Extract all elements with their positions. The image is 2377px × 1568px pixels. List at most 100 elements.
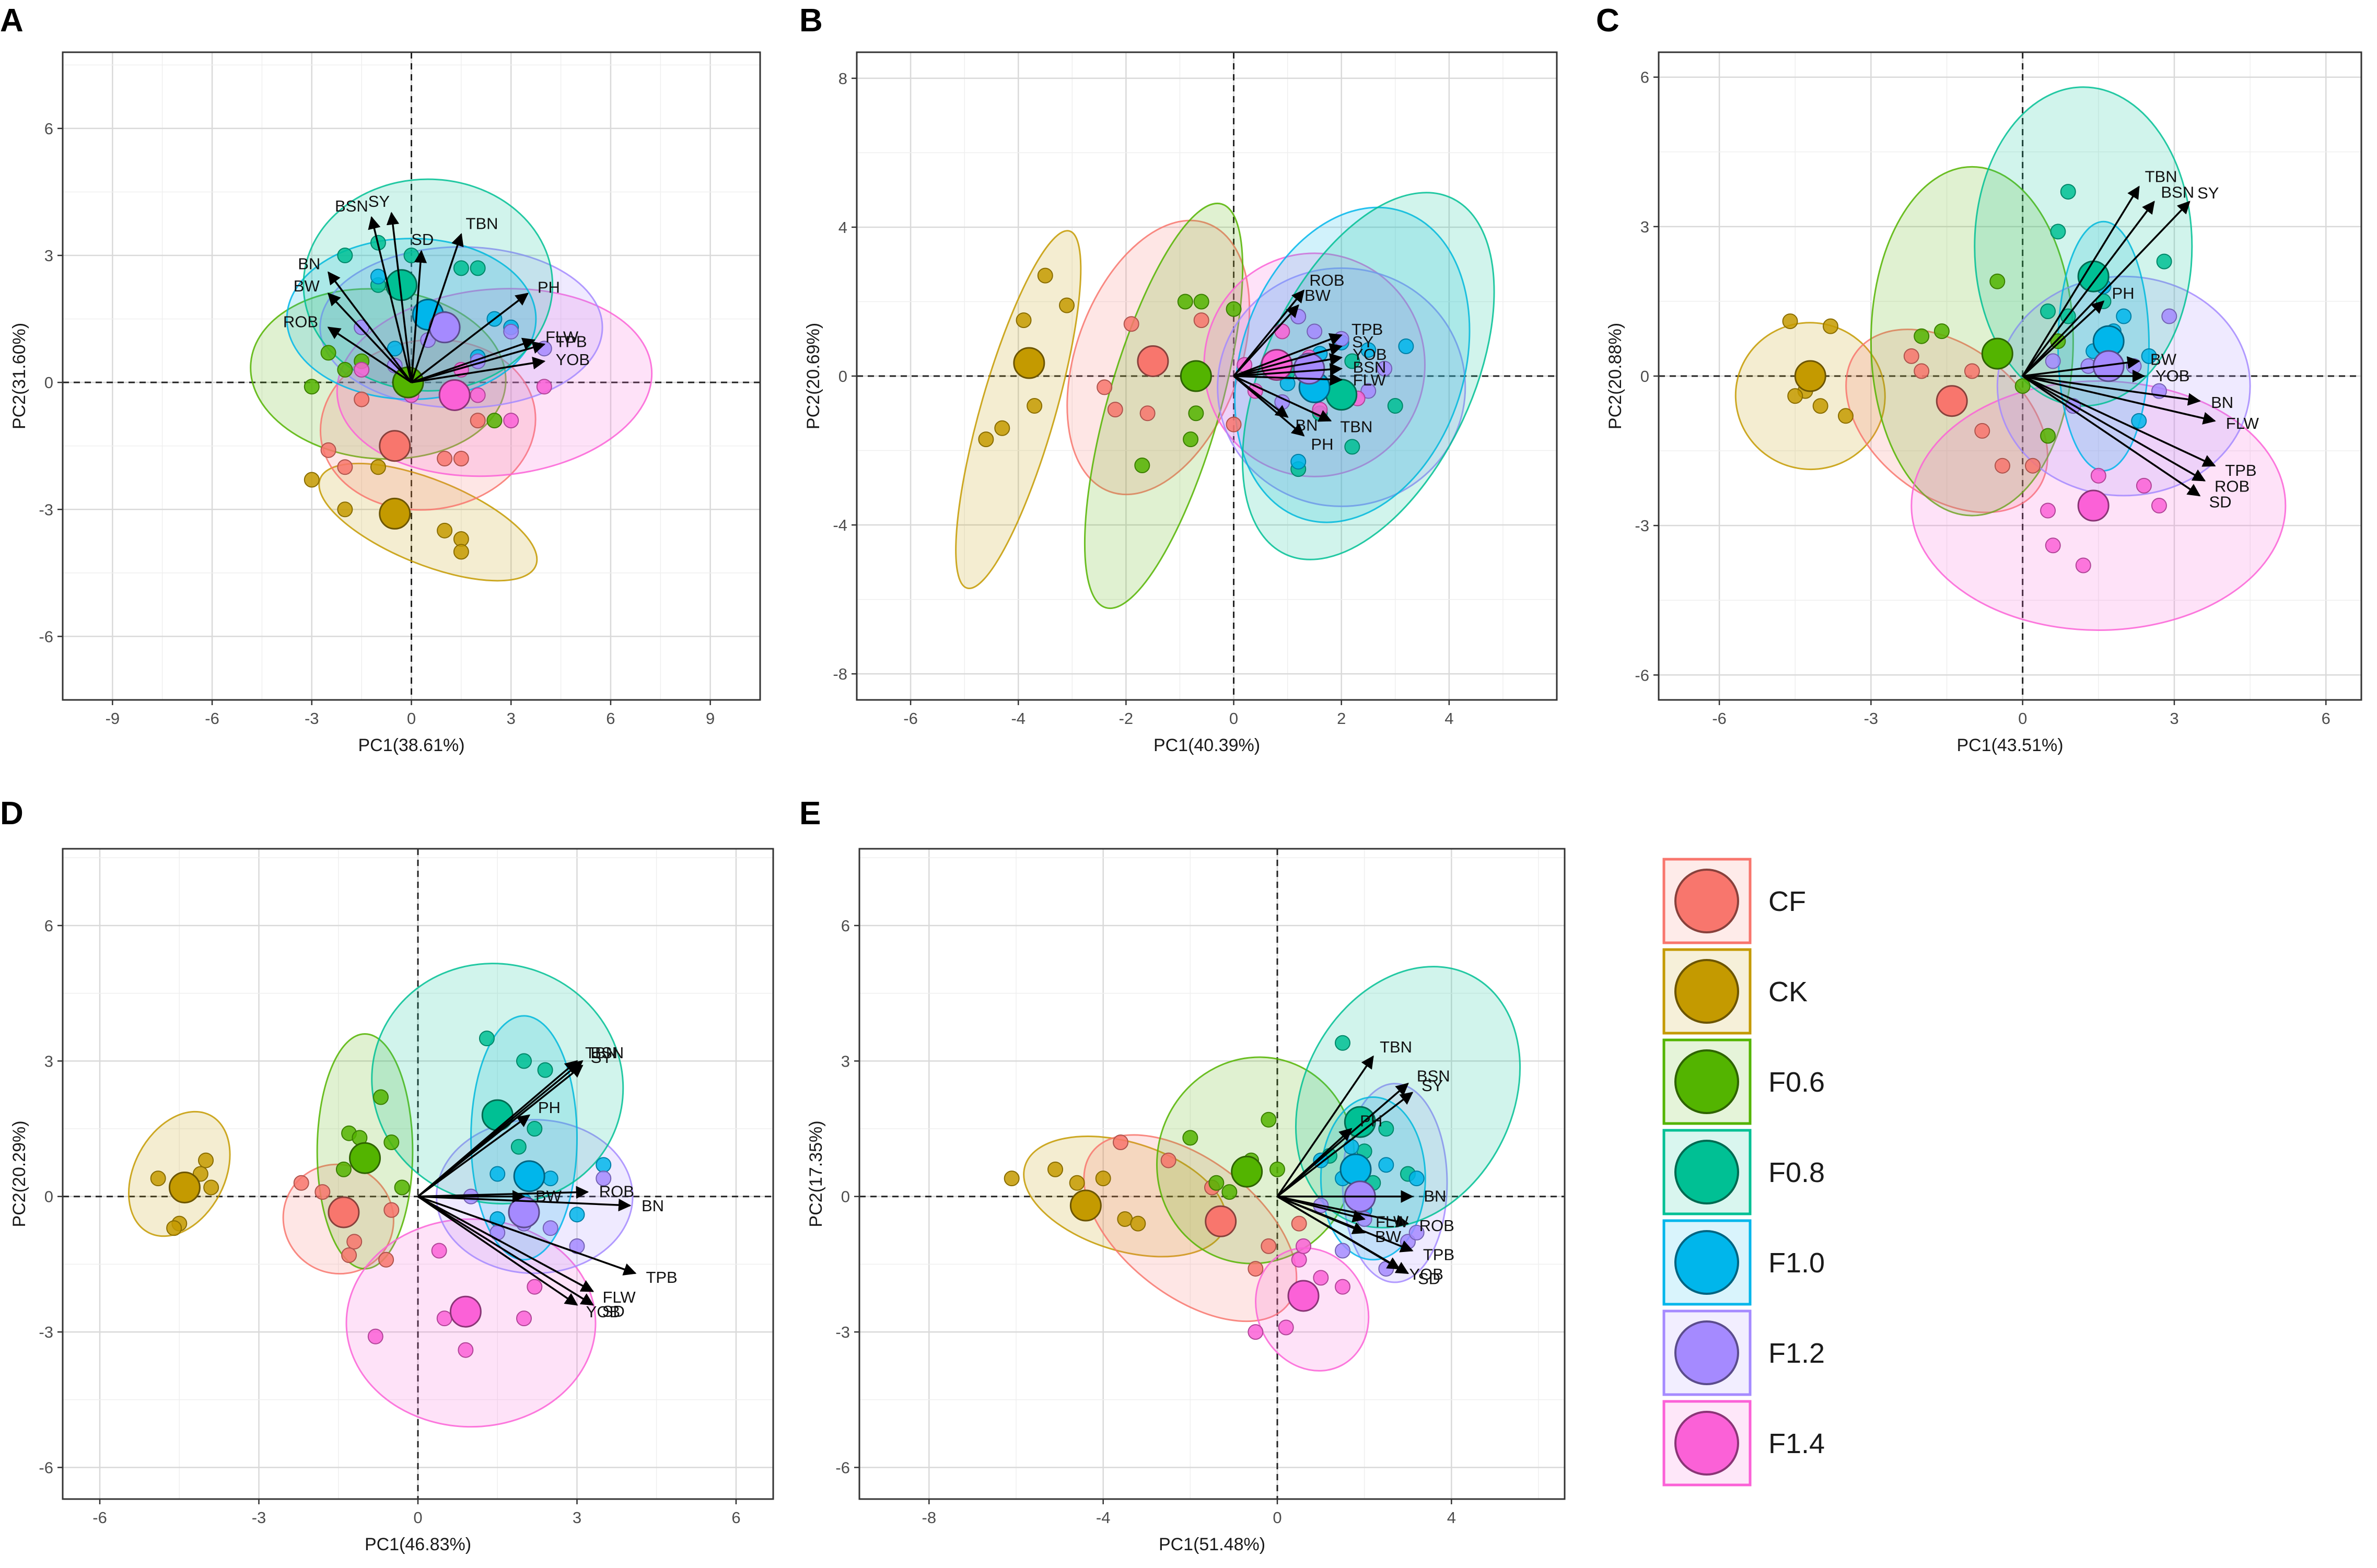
legend-label: CK — [1768, 976, 1808, 1008]
point-ck — [337, 501, 353, 518]
point-f1-0 — [1290, 453, 1307, 470]
point-f1-4 — [431, 1243, 447, 1259]
point-f1-4 — [1291, 1251, 1307, 1268]
loading-label-bsn: BSN — [2161, 183, 2194, 201]
point-ck — [1822, 318, 1838, 334]
point-f0-6 — [394, 1179, 410, 1196]
point-f1-4 — [2151, 498, 2167, 513]
point-cf — [341, 1247, 357, 1263]
loading-arrow-yob — [417, 1196, 578, 1306]
point-cf — [1193, 312, 1209, 329]
point-ck — [166, 1220, 182, 1236]
point-f0-6 — [1933, 323, 1950, 340]
y-tick-label: 6 — [841, 917, 850, 935]
point-f1-0 — [596, 1157, 612, 1173]
x-tick-label: 4 — [1444, 709, 1453, 728]
loading-arrow-sy — [1276, 1092, 1414, 1198]
x-tick-label: -3 — [1864, 709, 1879, 728]
point-f0-6 — [1226, 301, 1242, 317]
point-f1-2 — [1307, 323, 1323, 340]
loading-arrow-flw — [1277, 1196, 1366, 1223]
y-tick-label: 3 — [841, 1052, 850, 1070]
y-tick-label: -3 — [39, 500, 53, 519]
point-cf — [354, 391, 370, 407]
x-axis-title: PC1(46.83%) — [365, 1535, 471, 1554]
point-cf — [293, 1175, 309, 1191]
point-cf — [320, 442, 336, 458]
loading-arrow-bn — [328, 271, 412, 383]
legend-label: F0.6 — [1768, 1067, 1825, 1098]
loading-label-tpb: TPB — [1351, 320, 1383, 338]
legend-key-circle — [1674, 1230, 1739, 1295]
point-ck — [304, 472, 320, 488]
loading-label-sd: SD — [602, 1302, 625, 1320]
point-f1-4 — [470, 387, 486, 403]
x-tick-label: 3 — [507, 709, 516, 728]
loading-arrow-tpb — [2022, 375, 2216, 467]
point-ck — [1787, 388, 1803, 404]
centroid-f1-0 — [1339, 1153, 1372, 1186]
centroid-f0-6 — [1231, 1155, 1263, 1188]
loading-label-bn: BN — [2211, 393, 2233, 412]
y-tick-label: 4 — [838, 218, 847, 237]
legend-label: F1.4 — [1768, 1428, 1825, 1459]
point-f0-8 — [470, 260, 486, 276]
point-ck — [1130, 1215, 1146, 1232]
loading-label-ph: PH — [538, 1098, 561, 1117]
loading-label-bn: BN — [642, 1197, 664, 1215]
loading-arrow-rob — [327, 326, 412, 383]
point-f1-4 — [516, 1310, 532, 1327]
point-cf — [1123, 316, 1139, 332]
x-tick-label: -6 — [903, 709, 918, 728]
point-ck — [1004, 1171, 1020, 1187]
x-tick-label: 4 — [1447, 1508, 1456, 1527]
point-f1-0 — [2116, 308, 2132, 324]
point-f1-2 — [2161, 308, 2177, 324]
centroid-f0-6 — [1981, 337, 2013, 370]
legend-item-f0-8: F0.8 — [1662, 1129, 1825, 1215]
centroid-f0-8 — [1325, 379, 1358, 411]
point-f0-6 — [1188, 405, 1204, 422]
point-ck — [1059, 297, 1075, 313]
loading-label-yob: YOB — [586, 1303, 620, 1321]
ellipse-ck — [955, 230, 1082, 590]
point-cf — [314, 1184, 331, 1200]
y-tick-label: 0 — [1640, 367, 1649, 385]
point-f1-4 — [367, 1328, 383, 1344]
point-f0-8 — [510, 1139, 527, 1155]
loading-arrow-tpb — [411, 341, 546, 383]
legend-label: F0.8 — [1768, 1157, 1825, 1188]
point-f1-0 — [1408, 1171, 1425, 1187]
x-tick-label: 0 — [1273, 1508, 1281, 1527]
legend-key-circle — [1674, 1411, 1739, 1476]
point-f0-6 — [320, 345, 336, 361]
point-f0-6 — [337, 361, 353, 378]
loading-label-ph: PH — [1360, 1111, 1382, 1130]
x-tick-label: 0 — [1229, 709, 1238, 728]
legend-label: F1.0 — [1768, 1247, 1825, 1279]
point-f0-6 — [1221, 1184, 1238, 1200]
x-tick-label: 0 — [2018, 709, 2027, 728]
loading-arrow-sd — [2022, 375, 2201, 497]
x-tick-label: 3 — [2170, 709, 2178, 728]
x-tick-label: 9 — [706, 709, 715, 728]
ellipse-f1-4 — [1255, 1247, 1370, 1372]
panel-label: E — [799, 795, 821, 832]
x-axis-title: PC1(38.61%) — [358, 735, 464, 755]
loading-label-flw: FLW — [602, 1288, 636, 1306]
loading-label-tbn: TBN — [1340, 418, 1372, 436]
legend-item-f1-4: F1.4 — [1662, 1400, 1825, 1487]
point-cf — [1964, 363, 1980, 379]
loading-label-sy: SY — [591, 1048, 612, 1067]
loading-label-bw: BW — [294, 277, 320, 295]
centroid-f0-6 — [349, 1142, 381, 1174]
point-f0-6 — [372, 1089, 389, 1105]
point-f1-0 — [569, 1207, 585, 1223]
point-ck — [1016, 312, 1032, 329]
point-f1-4 — [2045, 537, 2061, 554]
centroid-ck — [379, 497, 411, 530]
y-axis-title: PC2(20.69%) — [803, 323, 823, 429]
point-f0-6 — [1269, 1161, 1285, 1177]
loading-label-sd: SD — [411, 230, 434, 249]
